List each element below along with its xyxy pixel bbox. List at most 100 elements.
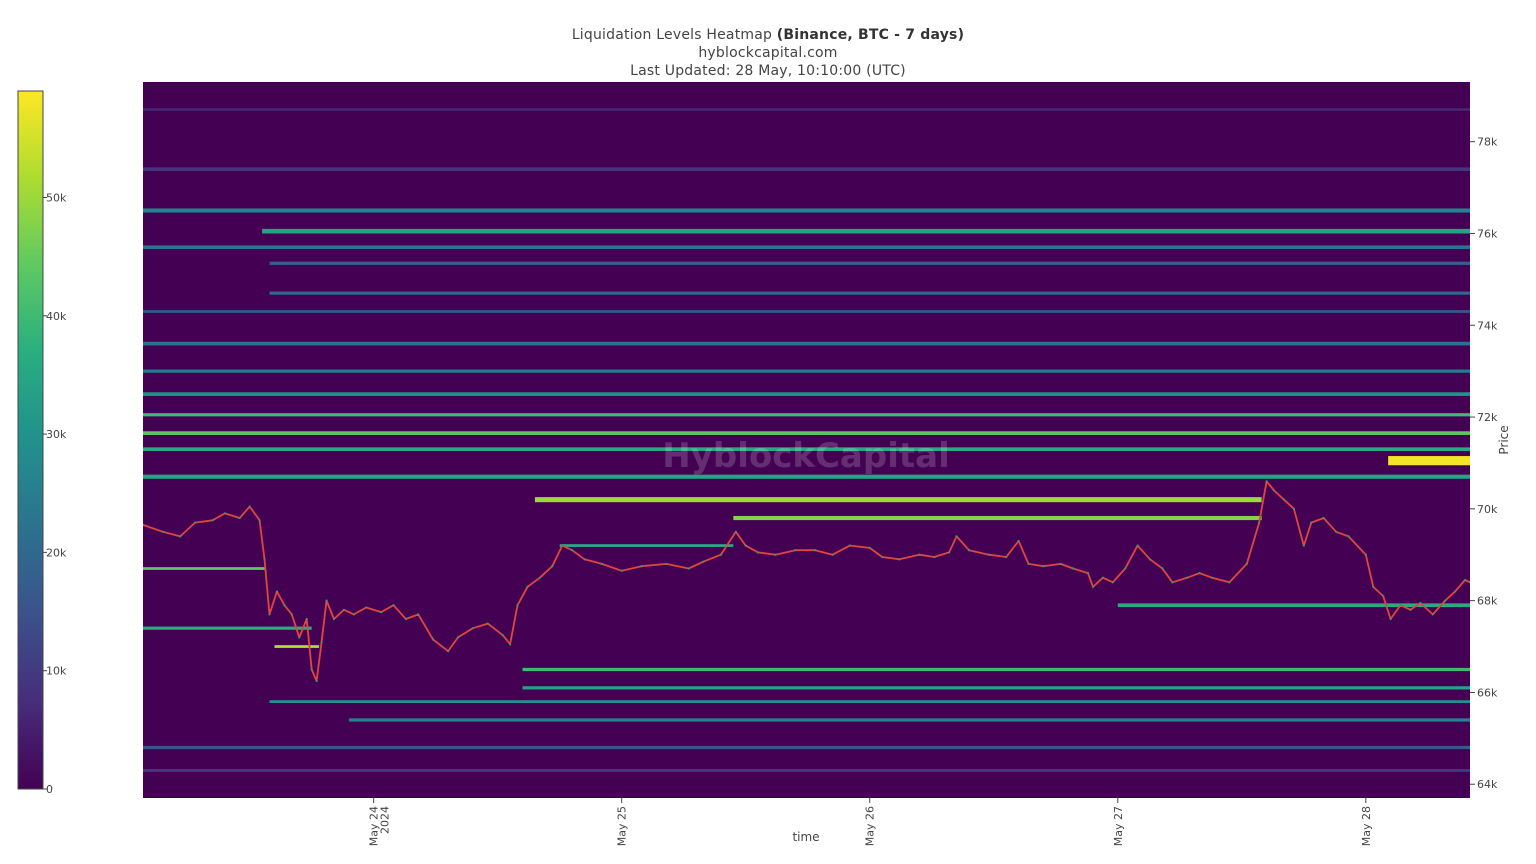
price-point [283,604,286,607]
price-point [600,562,603,566]
colorbar-tick-label: 50k [46,191,67,204]
x-tick-label: May 28 [1360,806,1373,846]
price-point [404,617,408,621]
heatmap-band [733,515,1262,521]
x-tick-sublabel: 2024 [379,806,392,834]
price-point [583,558,586,561]
price-point [223,512,226,515]
price-point [1148,558,1152,561]
price-point [1399,604,1402,607]
price-point [1245,562,1248,566]
chart-title: Liquidation Levels Heatmap (Binance, BTC… [0,26,1536,44]
price-point [392,604,395,607]
price-point [868,546,871,549]
price-point [352,613,355,616]
heatmap-band [522,667,1470,672]
price-point [933,555,936,559]
chart-last-updated: Last Updated: 28 May, 10:10:00 (UTC) [630,63,906,79]
x-tick-label: May 27 [1112,806,1125,846]
y-axis: 64k 66k 68k 70k 72k 74k 76k 78k Price [1470,136,1511,791]
y-tick-label: 76k [1477,227,1498,240]
price-point [571,549,574,552]
y-tick-label: 74k [1477,319,1498,332]
price-point [1161,567,1164,570]
price-point [1382,594,1385,598]
colorbar-tick-label: 20k [46,546,67,559]
heatmap-band [269,291,1470,295]
heatmap-background [143,82,1470,798]
price-point [1059,562,1062,566]
price-point [702,560,705,563]
price-point [1072,567,1075,570]
x-tick-label: May 24 [368,806,381,846]
y-tick-label: 64k [1477,778,1498,791]
heatmap-band [559,544,734,547]
colorbar-tick-label: 40k [46,310,67,323]
y-tick-label: 70k [1477,503,1498,516]
price-point [687,567,690,570]
price-point [987,553,990,556]
price-point [831,553,834,556]
price-point [1302,544,1305,547]
colorbar-tick-label: 0 [46,783,53,796]
price-point [1111,581,1114,584]
colorbar-gradient [17,90,44,790]
heatmap-band [534,497,1262,503]
price-point [417,613,420,616]
colorbar-tick-label: 10k [46,665,67,678]
price-point [1258,521,1261,524]
price-point [446,650,450,653]
heatmap-band [143,341,1470,346]
price-point [471,627,474,630]
price-point [1171,581,1174,584]
price-point [298,636,301,639]
heatmap-band [522,686,1470,690]
price-point [1086,572,1090,575]
heatmap-band [262,228,1470,234]
price-point [516,604,519,607]
chart-title-block: Liquidation Levels Heatmap (Binance, BTC… [0,26,1536,80]
price-point [551,565,554,568]
price-point [1463,578,1467,582]
price-point [1468,581,1470,584]
price-point [1101,576,1105,579]
x-tick-label: May 26 [864,806,877,846]
price-point [1042,565,1045,568]
heatmap-band [143,447,1470,452]
price-point [342,608,346,611]
price-point [774,553,777,556]
price-point [1124,567,1127,570]
price-point [268,613,271,616]
heatmap-band [143,167,1470,172]
heatmap-band [143,392,1470,396]
price-point [848,544,852,547]
plot-area[interactable]: HyblockCapital [142,82,1471,798]
x-tick-label: May 25 [616,806,629,846]
heatmap-band [143,626,312,630]
price-point [310,668,313,671]
price-point [305,617,308,621]
heatmap-band [274,645,320,648]
price-point [1198,572,1201,575]
price-point [1347,535,1350,538]
price-point [1091,585,1095,588]
chart-title-main: Liquidation Levels Heatmap [571,27,773,43]
price-point [238,516,241,520]
price-point [814,549,817,552]
price-point [193,521,197,524]
y-tick-label: 66k [1477,686,1498,699]
colorbar: 0 10k 20k 30k 40k 50k [17,90,67,796]
heatmap-layer: HyblockCapital [143,82,1470,798]
price-point [320,640,323,644]
price-point [508,643,512,646]
price-point [1005,555,1008,559]
price-point [1282,498,1286,501]
price-point [258,519,261,522]
price-point [1027,562,1030,566]
price-point [620,569,623,572]
price-point [365,606,368,609]
heatmap-band [143,474,1470,479]
price-point [1389,617,1392,621]
heatmap-band [143,745,1470,750]
chart-source: hyblockcapital.com [698,45,838,61]
